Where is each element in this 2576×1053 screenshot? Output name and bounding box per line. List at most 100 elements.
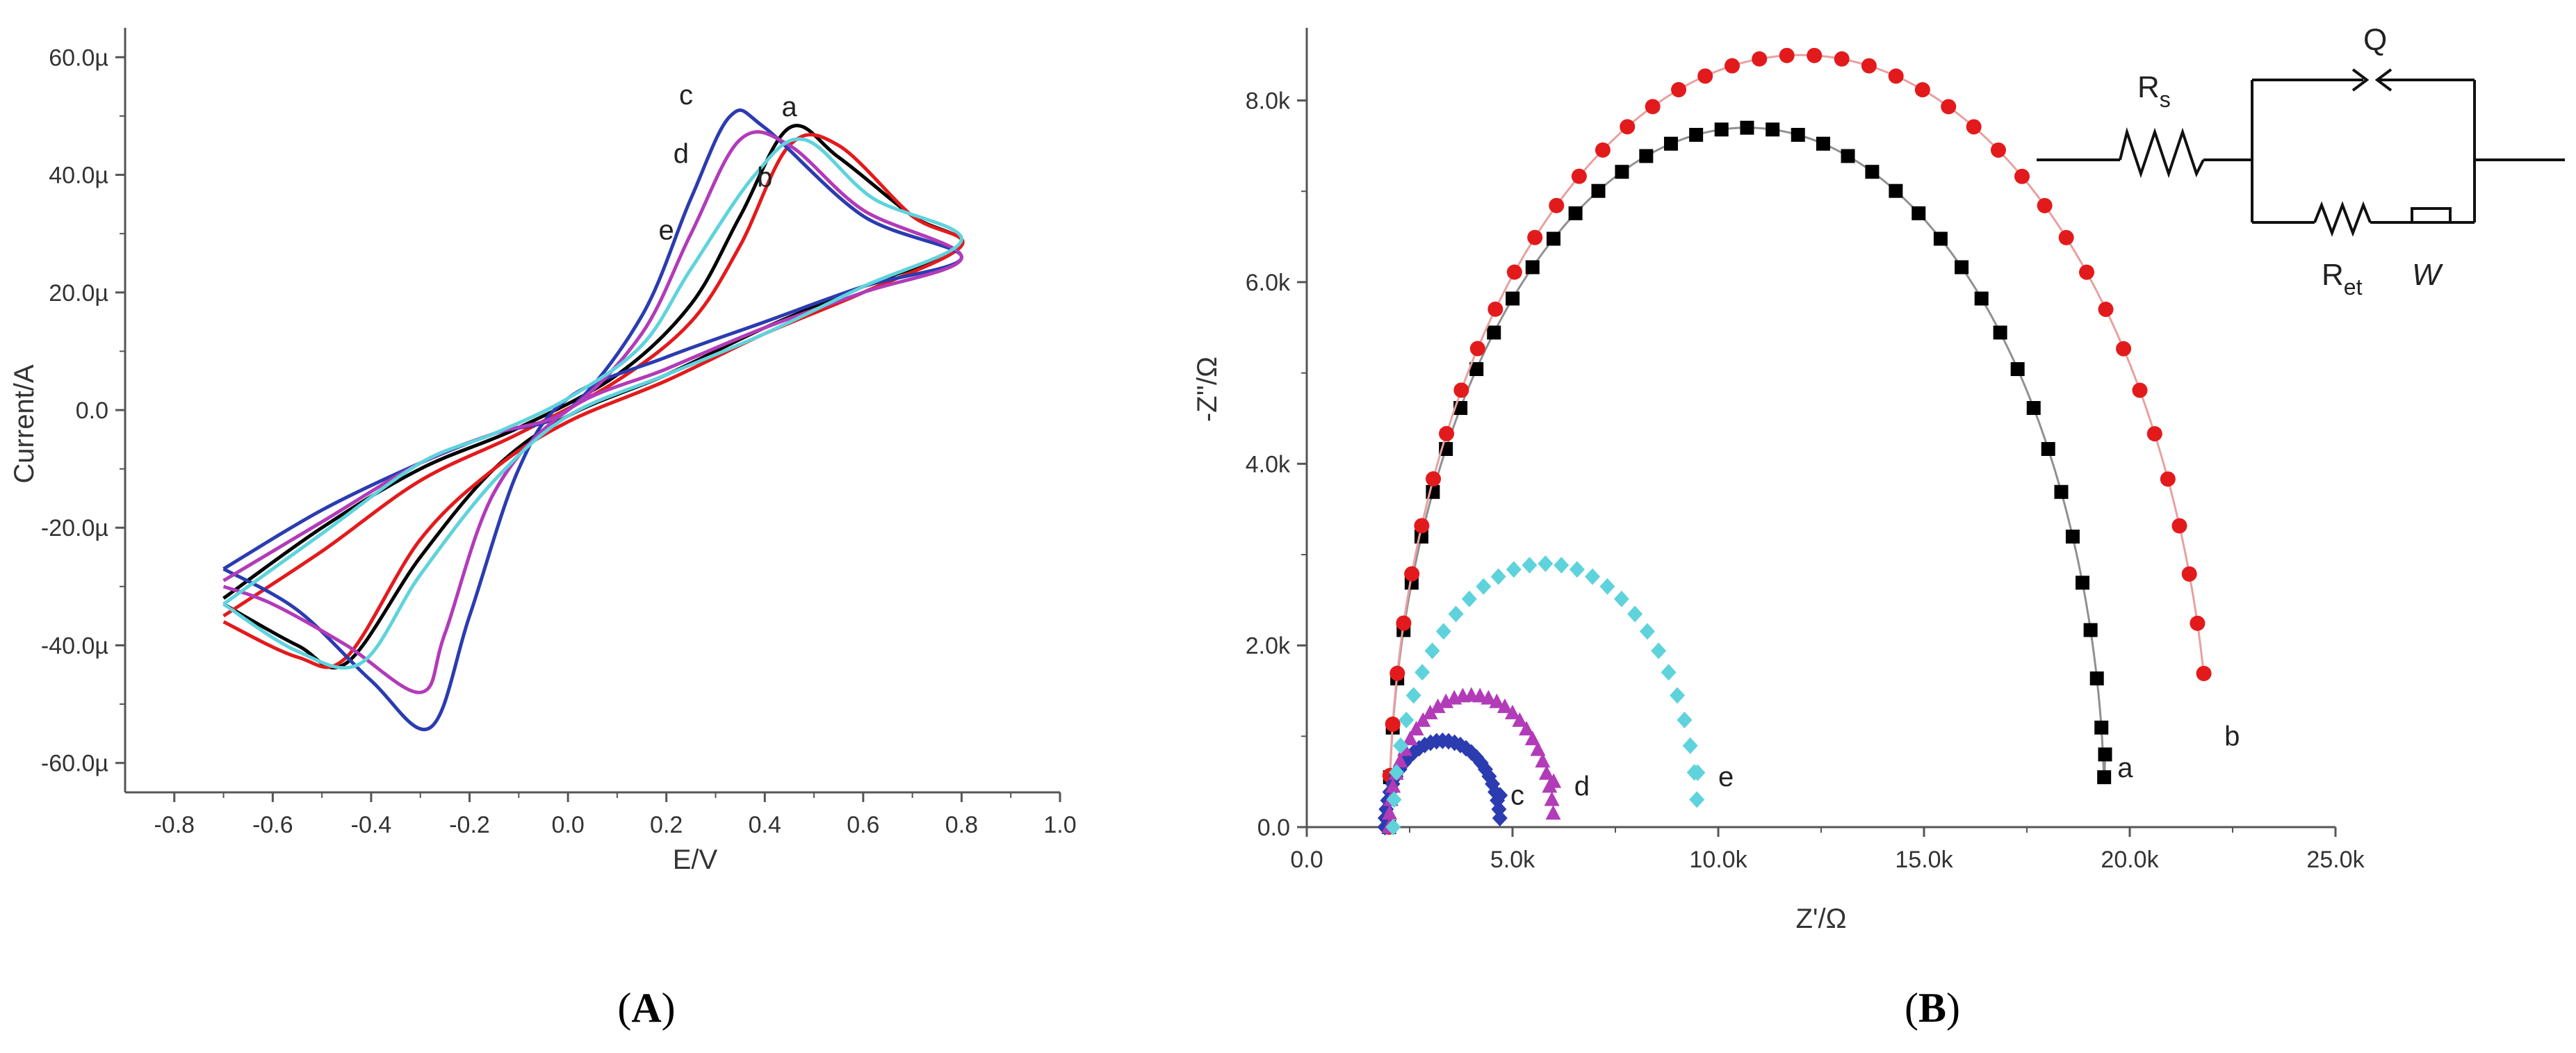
eis-point-a	[1993, 325, 2007, 340]
eis-point-e	[1554, 557, 1570, 574]
panel-a-y-axis-label: Current/A	[9, 364, 40, 483]
panel-b-y-tick-label: 6.0k	[1246, 270, 1291, 296]
panel-a-x-tick-label: -0.4	[351, 812, 392, 838]
cv-curve-label-a: a	[782, 92, 798, 122]
eis-point-d	[1472, 687, 1488, 703]
panel-a-x-tick-label: 1.0	[1043, 812, 1076, 838]
eis-point-b	[1990, 142, 2006, 158]
eis-point-b	[1595, 142, 1611, 158]
eis-point-b	[1697, 68, 1713, 84]
eis-point-a	[2076, 576, 2090, 590]
eis-point-d	[1408, 721, 1424, 736]
circuit-label-r2: R	[2322, 258, 2344, 292]
eis-point-a	[1568, 206, 1583, 220]
eis-point-a	[2089, 671, 2104, 686]
eis-point-b	[1888, 68, 1904, 84]
eis-point-a	[1689, 127, 1704, 142]
panel-a-x-tick-label: -0.8	[154, 812, 195, 838]
panel-a-x-axis-label: E/V	[673, 844, 718, 875]
eis-point-e	[1476, 578, 1492, 595]
cv-curve-label-c: c	[679, 80, 693, 111]
eis-point-a	[2026, 400, 2041, 415]
panel-b-label: (B)	[1905, 985, 1960, 1031]
eis-point-a	[1841, 149, 1855, 163]
eis-point-e	[1569, 561, 1585, 578]
cv-curve-e	[222, 137, 963, 670]
panel-a-curve-labels: a b cd e	[659, 80, 798, 246]
eis-point-a	[2010, 362, 2025, 377]
eis-point-b	[1645, 99, 1661, 115]
eis-point-e	[1415, 664, 1430, 681]
panel-b-curves	[1377, 47, 2212, 835]
eis-point-b	[2037, 197, 2053, 213]
panel-a-y-tick-label: 40.0µ	[49, 163, 108, 189]
eis-point-a	[1591, 183, 1606, 198]
panel-b-x-tick-label: 20.0k	[2101, 847, 2159, 873]
eis-series-a	[1382, 120, 2112, 834]
panel-b-letter: B	[1918, 985, 1946, 1031]
eis-point-a	[2041, 441, 2055, 456]
eis-point-d	[1382, 805, 1398, 820]
eis-point-e	[1522, 557, 1538, 574]
panel-a-label: (A)	[617, 985, 675, 1031]
panel-a-x-tick-label: 0.0	[551, 812, 584, 838]
panel-b-x-tick-label: 25.0k	[2306, 847, 2365, 873]
eis-point-b	[1671, 82, 1687, 98]
eis-point-d	[1497, 698, 1513, 713]
eis-fit-line-a	[1387, 126, 2106, 828]
panel-a-x-tick-label: 0.8	[945, 812, 978, 838]
eis-point-b	[2196, 665, 2212, 681]
eis-point-e	[1690, 764, 1706, 781]
circuit-label-ret: Ret	[2322, 258, 2363, 300]
eis-point-e	[1538, 555, 1554, 573]
panel-a-x-tick-label: 0.2	[650, 812, 683, 838]
equivalent-circuit-inset	[2037, 68, 2565, 237]
eis-point-a	[1469, 362, 1484, 377]
circuit-label-q: Q	[2363, 23, 2387, 57]
panel-a-x-tick-label: -0.2	[449, 812, 490, 838]
panel-b-y-tick-label: 8.0k	[1246, 88, 1291, 115]
panel-a-letter: A	[631, 985, 661, 1031]
panel-a-y-tick-label: -60.0µ	[41, 751, 108, 777]
eis-point-d	[1545, 805, 1561, 820]
eis-series-e	[1385, 555, 1706, 835]
eis-point-a	[1791, 127, 1805, 142]
eis-point-b	[1396, 615, 1412, 631]
eis-point-a	[1974, 291, 1989, 306]
eis-point-a	[1615, 165, 1629, 179]
panel-b-y-axis-label: -Z''/Ω	[1192, 357, 1223, 422]
eis-point-e	[1386, 791, 1402, 808]
eis-point-a	[1766, 122, 1780, 137]
eis-point-a	[2097, 770, 2112, 785]
panel-b-axes: 0.0 5.0k 10.0k 15.0k 20.0k 25.0k 0.0 2.0k 4.0k 6.…	[1246, 28, 2365, 873]
eis-point-c	[1492, 787, 1508, 804]
panel-a-y-tick-label: 20.0µ	[49, 280, 108, 307]
panel-a-y-tick-label: -40.0µ	[41, 632, 108, 659]
eis-curve-label-a: a	[2117, 753, 2133, 783]
eis-point-d	[1481, 689, 1497, 705]
panel-b-x-tick-label: 10.0k	[1689, 847, 1747, 873]
eis-point-e	[1627, 605, 1643, 623]
eis-curve-label-e: e	[1718, 762, 1734, 792]
panel-a-x-tick-label: 0.4	[749, 812, 781, 838]
eis-point-d	[1524, 730, 1540, 746]
eis-point-b	[1426, 471, 1442, 487]
eis-point-c	[1492, 810, 1508, 827]
eis-point-b	[2014, 168, 2030, 184]
circuit-label-w: W	[2412, 258, 2443, 292]
eis-point-e	[1639, 623, 1655, 640]
eis-point-b	[1724, 58, 1740, 74]
eis-point-a	[1663, 136, 1678, 151]
circuit-label-r: R	[2137, 70, 2160, 104]
eis-point-b	[1966, 119, 1982, 135]
panel-a-x-tick-label: -0.6	[252, 812, 293, 838]
warburg-element-icon	[2411, 207, 2452, 224]
cv-curve-label-e: e	[659, 215, 674, 246]
eis-point-e	[1389, 764, 1405, 781]
eis-point-e	[1585, 568, 1601, 585]
eis-point-e	[1448, 605, 1464, 623]
eis-point-b	[1914, 82, 1930, 98]
eis-point-d	[1385, 778, 1401, 793]
eis-point-b	[1439, 425, 1455, 441]
